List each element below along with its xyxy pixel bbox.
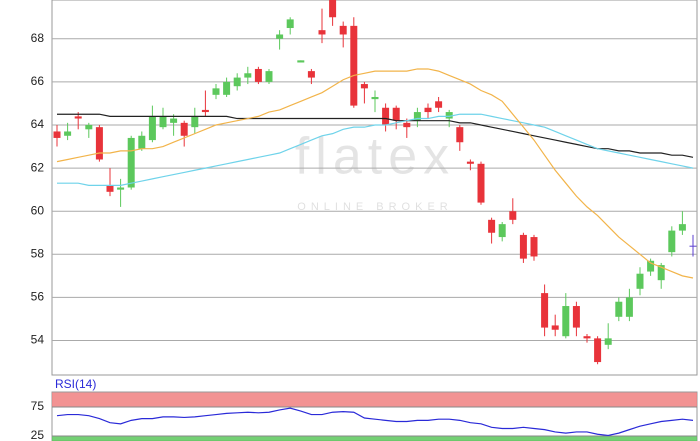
candle-body bbox=[382, 107, 390, 125]
y-tick-label: 25 bbox=[31, 428, 45, 441]
candle-body bbox=[95, 127, 103, 160]
candle-body bbox=[466, 161, 474, 164]
candle-body bbox=[519, 234, 527, 259]
rsi-title: RSI(14) bbox=[55, 377, 96, 391]
line bbox=[56, 407, 694, 437]
candle-body bbox=[117, 187, 125, 190]
rsi-band-low bbox=[52, 436, 697, 441]
rsi-area bbox=[51, 391, 698, 441]
candle-body bbox=[265, 71, 273, 82]
line bbox=[56, 68, 694, 279]
candle-body bbox=[297, 60, 305, 63]
candle-body bbox=[286, 19, 294, 29]
candle-body bbox=[678, 224, 686, 231]
candle-body bbox=[413, 112, 421, 121]
candle-body bbox=[668, 230, 676, 253]
candle-body bbox=[657, 265, 665, 281]
candle-body bbox=[594, 338, 602, 363]
candle-body bbox=[212, 88, 220, 95]
y-tick-label: 62 bbox=[31, 160, 45, 174]
candle-body bbox=[456, 127, 464, 143]
y-tick-label: 56 bbox=[31, 290, 45, 304]
candle-body bbox=[583, 336, 591, 339]
watermark-logo: flatex bbox=[295, 128, 455, 186]
candle-body bbox=[562, 306, 570, 337]
candle-body bbox=[498, 224, 506, 238]
candle-body bbox=[350, 25, 358, 106]
candle-body bbox=[307, 71, 315, 78]
candle-body bbox=[604, 338, 612, 345]
candle-body bbox=[127, 137, 135, 188]
candle-body bbox=[445, 112, 453, 119]
candle-body bbox=[148, 116, 156, 141]
line bbox=[57, 113, 694, 158]
line bbox=[57, 113, 694, 186]
candle-body bbox=[276, 34, 284, 39]
candle-body bbox=[191, 116, 199, 128]
candle-body bbox=[318, 30, 326, 35]
plot-area bbox=[51, 0, 698, 376]
candle-body bbox=[360, 84, 368, 89]
candle-body bbox=[339, 25, 347, 35]
candle-body bbox=[201, 109, 209, 113]
candle-body bbox=[329, 0, 337, 18]
candle-body bbox=[424, 107, 432, 113]
candle-body bbox=[223, 81, 231, 95]
y-tick-label: 64 bbox=[31, 117, 45, 131]
y-tick-label: 68 bbox=[31, 31, 45, 45]
candle-body bbox=[509, 211, 517, 220]
y-tick-label: 58 bbox=[31, 246, 45, 260]
candle-body bbox=[64, 131, 72, 136]
y-tick-label: 75 bbox=[31, 399, 45, 413]
candle-body bbox=[435, 101, 443, 108]
candle-body bbox=[106, 185, 114, 192]
candle-body bbox=[647, 260, 655, 272]
y-tick-label: 66 bbox=[31, 74, 45, 88]
candle-body bbox=[541, 293, 549, 328]
candle-body bbox=[159, 116, 167, 128]
candle-body bbox=[625, 297, 633, 317]
candle-body bbox=[170, 118, 178, 123]
candle-body bbox=[551, 325, 559, 330]
candle-body bbox=[74, 116, 82, 119]
candle-body bbox=[615, 301, 623, 317]
candle-body bbox=[530, 237, 538, 257]
candle-body bbox=[371, 96, 379, 100]
candle-body bbox=[244, 73, 252, 78]
candle-body bbox=[85, 125, 93, 130]
candle-body bbox=[403, 122, 411, 128]
candle-body bbox=[392, 107, 400, 121]
candle-body bbox=[138, 135, 146, 149]
candle-body bbox=[477, 163, 485, 203]
candle-body bbox=[572, 306, 580, 328]
candle-body bbox=[636, 273, 644, 289]
candle-body bbox=[233, 77, 241, 87]
candle-body bbox=[488, 219, 496, 233]
y-tick-label: 54 bbox=[31, 333, 45, 347]
y-tick-label: 60 bbox=[31, 203, 45, 217]
watermark-tagline: ONLINE BROKER bbox=[297, 201, 452, 213]
candle-body bbox=[254, 68, 262, 82]
candle-body bbox=[180, 122, 188, 136]
rsi-band-high bbox=[52, 392, 697, 408]
candle-body bbox=[53, 131, 61, 138]
candle-body bbox=[689, 245, 697, 247]
